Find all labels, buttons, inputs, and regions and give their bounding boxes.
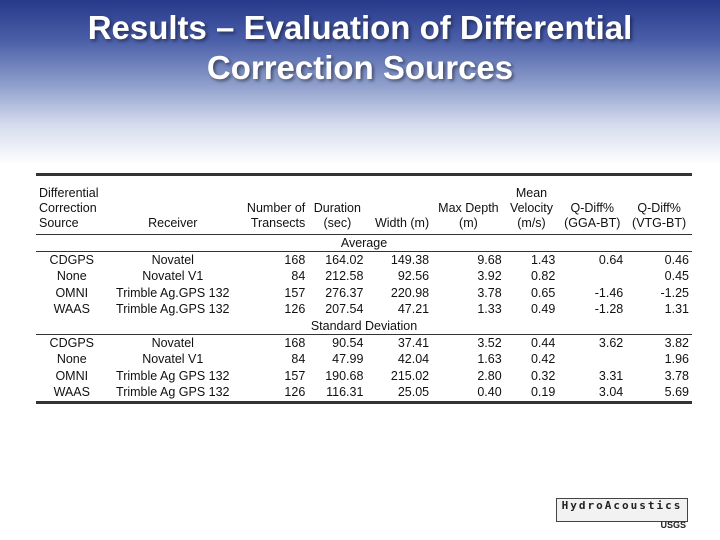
table-row: CDGPS Novatel 168 90.54 37.41 3.52 0.44 … <box>49 336 689 351</box>
header-width: Width (m) <box>366 174 433 235</box>
hydroacoustics-logo: HydroAcoustics USGS <box>556 498 688 532</box>
header-max-depth: Max Depth (m) <box>432 174 505 235</box>
slide-title-line-2: Correction Sources <box>206 49 514 86</box>
table-row: OMNI Trimble Ag GPS 132 157 190.68 215.0… <box>55 368 689 383</box>
slide-title: Results – Evaluation of Differential Cor… <box>0 8 720 88</box>
table-row: WAAS Trimble Ag GPS 132 126 116.31 25.05… <box>53 385 689 400</box>
table-row: None Novatel V1 84 47.99 42.04 1.63 0.42… <box>56 352 689 367</box>
table-row: OMNI Trimble Ag.GPS 132 157 276.37 220.9… <box>55 285 689 300</box>
header-velocity: Mean Velocity (m/s) <box>504 174 559 235</box>
logo-text: HydroAcoustics <box>561 499 683 512</box>
logo-frame <box>556 498 688 522</box>
results-table: Differential Correction Source Receiver … <box>36 173 692 404</box>
table-row: None Novatel V1 84 212.58 92.56 3.92 0.8… <box>56 269 689 284</box>
header-source: Differential Correction Source <box>36 174 108 235</box>
section-average: Average <box>36 234 692 253</box>
header-qdiff-gga: Q-Diff% (GGA-BT) <box>558 174 627 235</box>
usgs-mark: USGS <box>660 520 686 530</box>
table-row: CDGPS Novatel 168 164.02 149.38 9.68 1.4… <box>49 253 689 268</box>
header-receiver: Receiver <box>107 174 239 235</box>
header-qdiff-vtg: Q-Diff% (VTG-BT) <box>626 174 692 235</box>
section-standard-deviation: Standard Deviation <box>36 317 692 336</box>
header-transects: Number of Transects <box>238 174 309 235</box>
section-average-label: Average <box>36 234 692 253</box>
header-duration: Duration (sec) <box>308 174 367 235</box>
slide-title-line-1: Results – Evaluation of Differential <box>87 9 633 46</box>
table-header-row: Differential Correction Source Receiver … <box>36 174 692 235</box>
table-row: WAAS Trimble Ag.GPS 132 126 207.54 47.21… <box>53 302 689 317</box>
section-std-label: Standard Deviation <box>36 317 692 336</box>
